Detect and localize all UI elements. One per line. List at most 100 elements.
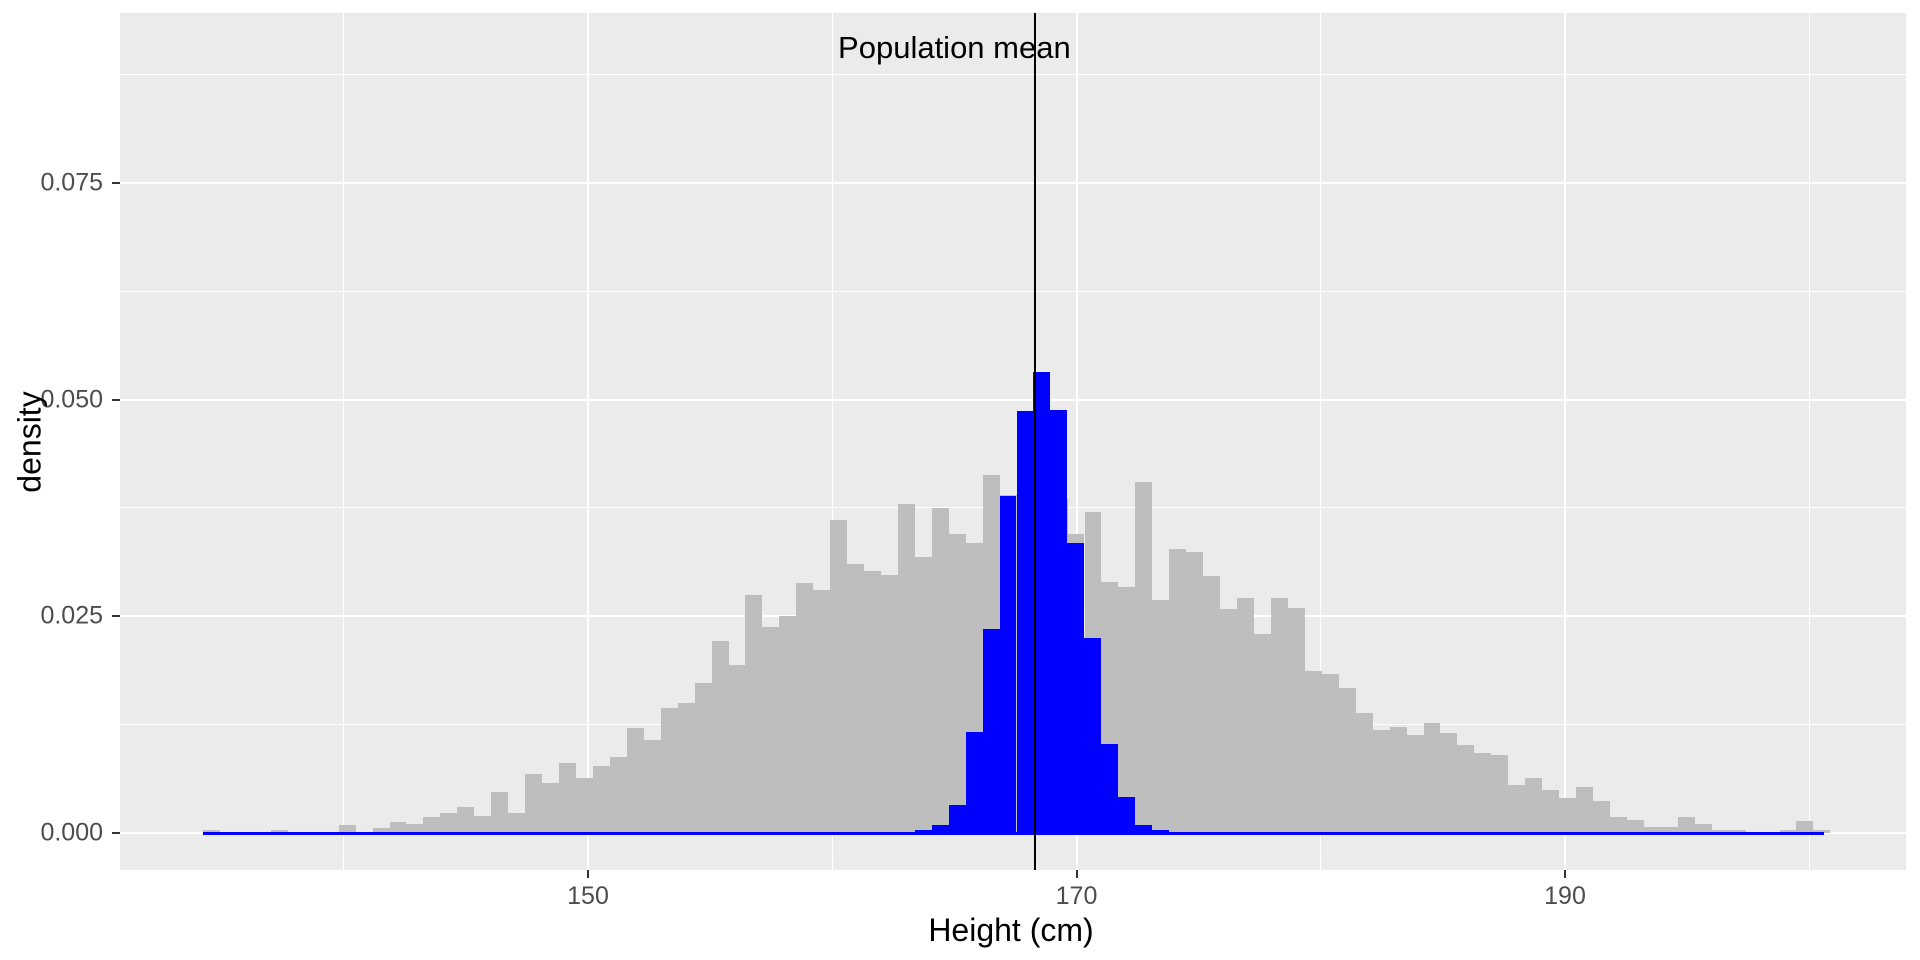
sample-means-bar [1050,410,1068,833]
y-minor-gridline [120,290,1906,292]
population-heights-bar [626,728,644,833]
population-heights-bar [1508,785,1526,833]
x-minor-gridline [1320,13,1322,870]
population-heights-bar [1186,552,1204,833]
y-axis-title: density [11,391,48,493]
sample-means-bar [931,825,949,833]
population-heights-bar [931,507,949,833]
population-heights-bar [1169,548,1187,833]
x-minor-gridline [1808,13,1810,870]
population-heights-bar [1677,817,1695,833]
y-tick-label: 0.025 [40,601,103,630]
population-heights-bar [406,824,424,833]
population-mean-label: Population mean [838,29,1071,65]
population-heights-bar [1220,609,1238,833]
population-heights-bar [1372,729,1390,833]
population-heights-bar [915,557,932,833]
population-heights-bar [1626,819,1644,833]
population-mean-line [1034,13,1037,870]
population-heights-bar [847,564,865,833]
sample-means-bar [965,732,983,833]
x-major-gridline [587,13,589,870]
y-tick-mark [112,181,120,184]
sample-means-bar [1118,797,1136,833]
population-heights-bar [1457,744,1475,833]
population-heights-bar [762,626,780,833]
population-heights-bar [711,640,729,833]
sample-means-bar [948,805,966,833]
population-heights-bar [1559,798,1577,833]
x-axis-title: Height (cm) [928,912,1094,948]
sample-means-bar [1016,410,1034,833]
population-heights-bar [643,740,661,833]
population-heights-bar [796,583,814,833]
population-heights-bar [898,503,915,833]
x-tick-mark [587,870,589,878]
population-heights-bar [389,821,407,833]
x-minor-gridline [831,13,833,870]
population-heights-bar [440,813,458,833]
population-heights-bar [881,574,899,833]
population-heights-bar [491,792,509,833]
population-heights-bar [1118,586,1136,833]
population-heights-bar [1525,778,1543,833]
population-heights-bar [559,762,576,833]
x-minor-gridline [343,13,345,870]
y-tick-label: 0.050 [40,385,103,414]
population-heights-bar [1237,598,1254,833]
sample-means-bar [1152,830,1170,833]
population-heights-bar [1694,824,1712,833]
population-heights-bar [203,829,220,833]
population-heights-bar [1406,735,1424,833]
x-major-gridline [1564,13,1566,870]
population-heights-bar [1542,789,1560,833]
sample-means-bar [1101,743,1119,833]
population-heights-bar [474,815,492,833]
population-heights-bar [575,778,593,833]
population-heights-bar [372,827,390,833]
population-heights-bar [423,817,441,833]
y-tick-label: 0.000 [40,818,103,847]
x-tick-mark [1075,870,1078,878]
population-heights-bar [677,702,695,833]
sample-means-bar [1135,825,1153,833]
population-heights-bar [1152,599,1170,833]
population-heights-bar [1576,787,1594,833]
sample-means-bar [1033,371,1051,833]
population-heights-bar [1728,830,1746,833]
population-heights-bar [694,683,712,833]
population-heights-bar [1593,800,1610,833]
y-tick-label: 0.075 [40,168,103,197]
x-major-gridline [1075,13,1078,870]
y-tick-mark [112,398,120,401]
population-heights-bar [1304,670,1322,833]
population-heights-bar [1711,830,1729,833]
population-heights-bar [1355,713,1373,833]
population-heights-bar [1779,829,1797,833]
population-heights-bar [542,782,560,833]
population-heights-bar [508,813,526,833]
population-heights-bar [270,829,288,833]
population-heights-bar [813,590,831,833]
population-heights-bar [728,664,746,833]
population-heights-bar [779,616,797,833]
population-heights-bar [830,520,848,833]
population-heights-bar [1203,576,1221,833]
y-major-gridline [120,398,1906,401]
population-heights-bar [1287,607,1305,833]
population-heights-bar [1321,674,1339,833]
sample-means-bar [1084,637,1102,833]
population-heights-bar [1796,820,1814,833]
population-heights-bar [948,533,966,833]
population-heights-bar [660,708,678,833]
sample-means-bar [1067,543,1085,833]
y-tick-mark [112,615,120,618]
y-minor-gridline [120,74,1906,76]
population-heights-bar [525,774,543,833]
population-heights-bar [1270,598,1288,833]
population-heights-bar [592,766,610,833]
population-heights-bar [457,806,475,833]
x-tick-label: 170 [1055,882,1098,910]
population-heights-bar [1609,817,1627,833]
population-heights-bar [1254,633,1271,833]
